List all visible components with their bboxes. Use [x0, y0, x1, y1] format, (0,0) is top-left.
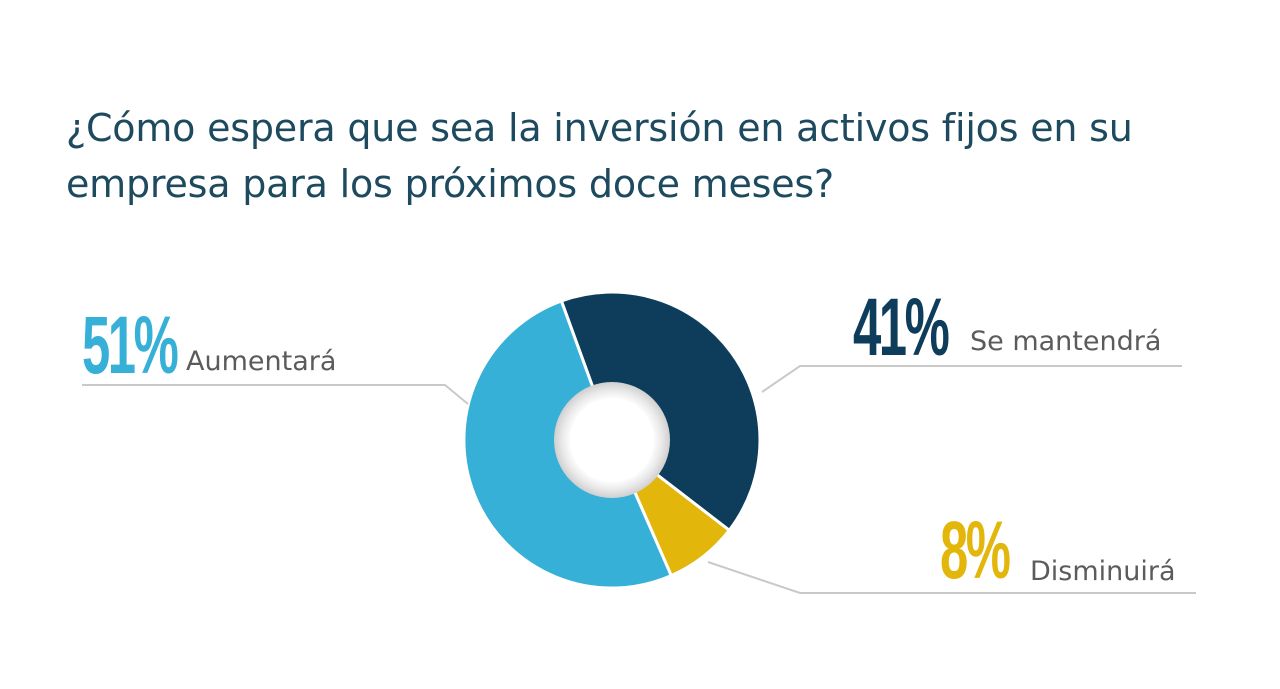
slice-label-aumentara: Aumentará — [186, 346, 337, 377]
slice-label-mantendra: Se mantendrá — [970, 326, 1162, 357]
leader-line-mantendra — [761, 365, 1182, 393]
donut-hole — [570, 398, 654, 482]
leader-line-disminuira — [707, 561, 1196, 594]
slice-value-aumentara: 51% — [82, 300, 179, 391]
slice-value-mantendra: 41% — [853, 282, 950, 373]
slice-value-disminuira: 8% — [940, 505, 1011, 596]
slice-label-disminuira: Disminuirá — [1030, 556, 1176, 587]
chart-title: ¿Cómo espera que sea la inversión en act… — [66, 106, 1133, 206]
leader-line-aumentara — [82, 384, 469, 405]
